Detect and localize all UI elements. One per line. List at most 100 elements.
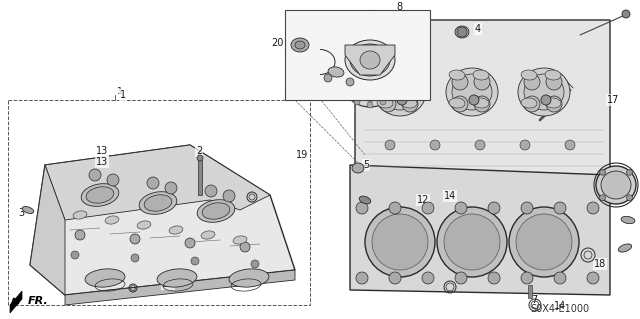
Ellipse shape xyxy=(201,231,215,239)
Circle shape xyxy=(488,272,500,284)
Circle shape xyxy=(622,10,630,18)
Ellipse shape xyxy=(596,166,636,204)
Ellipse shape xyxy=(359,196,371,204)
Polygon shape xyxy=(45,145,270,220)
Circle shape xyxy=(554,272,566,284)
Circle shape xyxy=(469,95,479,105)
Circle shape xyxy=(356,202,368,214)
Circle shape xyxy=(380,96,396,112)
Circle shape xyxy=(516,214,572,270)
Text: 4: 4 xyxy=(475,24,481,34)
Ellipse shape xyxy=(449,70,465,80)
Circle shape xyxy=(455,272,467,284)
Ellipse shape xyxy=(350,44,390,76)
Circle shape xyxy=(488,202,500,214)
Text: 9: 9 xyxy=(372,11,378,21)
Circle shape xyxy=(521,202,533,214)
Circle shape xyxy=(587,272,599,284)
Circle shape xyxy=(430,140,440,150)
Polygon shape xyxy=(30,145,295,295)
Ellipse shape xyxy=(521,70,537,80)
Circle shape xyxy=(402,74,418,90)
Ellipse shape xyxy=(601,171,631,199)
Ellipse shape xyxy=(377,70,393,80)
Circle shape xyxy=(554,202,566,214)
Text: 5: 5 xyxy=(363,160,369,170)
Circle shape xyxy=(390,91,396,97)
Text: FR.: FR. xyxy=(28,296,49,306)
Circle shape xyxy=(627,169,632,175)
Polygon shape xyxy=(345,45,395,75)
Circle shape xyxy=(457,27,467,37)
Text: 12: 12 xyxy=(417,195,429,205)
Ellipse shape xyxy=(144,195,172,211)
Polygon shape xyxy=(65,270,295,305)
Ellipse shape xyxy=(157,269,197,287)
Ellipse shape xyxy=(374,68,426,116)
Text: 13: 13 xyxy=(96,146,108,156)
Ellipse shape xyxy=(352,163,364,173)
Ellipse shape xyxy=(452,74,492,110)
Circle shape xyxy=(251,260,259,268)
Circle shape xyxy=(600,169,605,175)
Circle shape xyxy=(397,95,407,105)
Circle shape xyxy=(474,74,490,90)
Text: 19: 19 xyxy=(296,150,308,160)
Text: 19: 19 xyxy=(162,279,174,289)
Circle shape xyxy=(197,155,203,161)
Circle shape xyxy=(367,102,373,108)
Circle shape xyxy=(474,96,490,112)
Circle shape xyxy=(131,254,139,262)
Circle shape xyxy=(509,207,579,277)
Ellipse shape xyxy=(455,26,469,38)
Ellipse shape xyxy=(545,98,561,108)
Ellipse shape xyxy=(81,184,119,206)
Circle shape xyxy=(385,140,395,150)
Circle shape xyxy=(389,272,401,284)
Circle shape xyxy=(356,272,368,284)
Ellipse shape xyxy=(197,200,235,222)
Circle shape xyxy=(390,68,396,73)
Circle shape xyxy=(147,177,159,189)
Circle shape xyxy=(600,195,605,201)
Ellipse shape xyxy=(449,98,465,108)
Circle shape xyxy=(452,74,468,90)
Circle shape xyxy=(627,195,632,201)
Polygon shape xyxy=(355,20,610,180)
Ellipse shape xyxy=(545,70,561,80)
Ellipse shape xyxy=(86,187,114,203)
Circle shape xyxy=(89,169,101,181)
Polygon shape xyxy=(528,285,532,298)
Circle shape xyxy=(372,214,428,270)
Ellipse shape xyxy=(377,98,393,108)
Ellipse shape xyxy=(446,68,498,116)
Ellipse shape xyxy=(85,269,125,287)
Ellipse shape xyxy=(401,70,417,80)
Circle shape xyxy=(422,272,434,284)
Circle shape xyxy=(324,74,332,82)
Circle shape xyxy=(130,234,140,244)
Circle shape xyxy=(402,96,418,112)
Circle shape xyxy=(524,96,540,112)
Text: 18: 18 xyxy=(594,259,606,269)
Circle shape xyxy=(389,202,401,214)
Ellipse shape xyxy=(349,63,391,101)
Circle shape xyxy=(521,272,533,284)
Circle shape xyxy=(520,140,530,150)
Ellipse shape xyxy=(524,74,564,110)
Text: 14: 14 xyxy=(444,191,456,201)
Circle shape xyxy=(344,68,351,73)
Circle shape xyxy=(354,99,360,105)
Text: 8: 8 xyxy=(396,2,402,12)
Text: 7: 7 xyxy=(531,295,537,305)
Ellipse shape xyxy=(473,70,489,80)
Circle shape xyxy=(444,214,500,270)
Ellipse shape xyxy=(328,67,344,77)
Circle shape xyxy=(367,56,373,62)
Ellipse shape xyxy=(473,98,489,108)
Ellipse shape xyxy=(518,68,570,116)
Ellipse shape xyxy=(342,57,397,107)
Ellipse shape xyxy=(295,41,305,49)
Circle shape xyxy=(223,190,235,202)
Text: 1: 1 xyxy=(120,90,126,100)
